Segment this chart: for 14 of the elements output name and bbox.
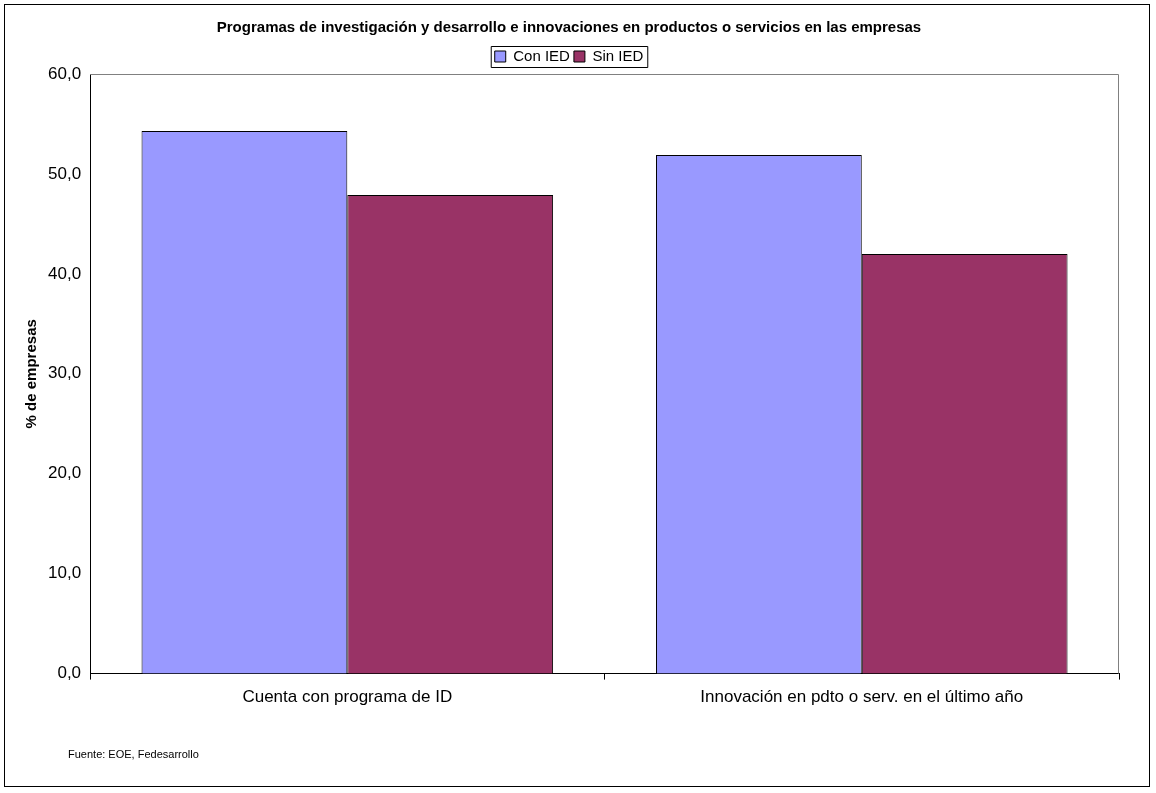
y-tick-label: 0,0 bbox=[57, 663, 82, 683]
y-tick-label: 20,0 bbox=[47, 463, 82, 483]
x-tick-label: Innovación en pdto o serv. en el último año bbox=[700, 687, 1024, 707]
y-tick-label: 40,0 bbox=[47, 263, 82, 283]
y-tick-label: 30,0 bbox=[47, 363, 82, 383]
source-note: Fuente: EOE, Fedesarrollo bbox=[68, 748, 199, 760]
y-tick-label: 60,0 bbox=[47, 63, 82, 83]
x-tick-label: Cuenta con programa de ID bbox=[242, 687, 453, 707]
y-axis-title: % de empresas bbox=[22, 319, 40, 429]
y-tick-label: 50,0 bbox=[47, 163, 82, 183]
chart-title: Programas de investigación y desarrollo e innovaciones en productos o servicios en las empresas bbox=[216, 18, 922, 36]
legend-label: Con IED bbox=[513, 46, 571, 64]
y-tick-label: 10,0 bbox=[47, 563, 82, 583]
legend-label: Sin IED bbox=[592, 46, 644, 64]
